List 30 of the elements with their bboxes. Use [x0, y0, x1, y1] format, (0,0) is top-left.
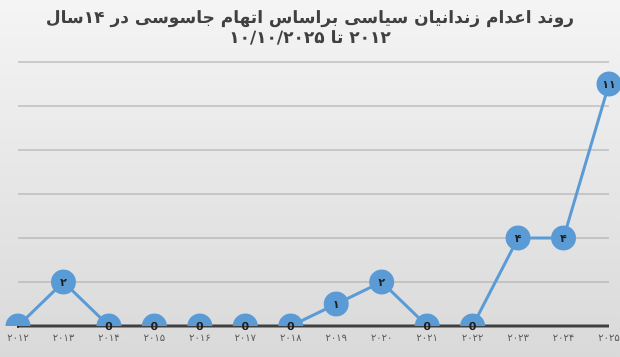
- data-label: 0: [286, 320, 295, 333]
- x-tick-label: ۲۰۱۴: [98, 333, 120, 344]
- x-tick-label: ۲۰۲۲: [462, 333, 484, 344]
- data-label: 0: [105, 320, 114, 333]
- x-tick-label: ۲۰۱۶: [189, 333, 211, 344]
- x-tick-label: ۲۰۲۰: [370, 333, 392, 344]
- x-tick-label: ۲۰۲۱: [416, 333, 438, 344]
- x-tick-label: ۲۰۱۳: [52, 333, 75, 344]
- data-label: 0: [468, 320, 477, 333]
- x-tick-label: ۲۰۲۵: [598, 333, 620, 344]
- data-label: ۱: [332, 298, 340, 311]
- data-label: ۴: [514, 232, 522, 245]
- x-tick-label: ۲۰۱۵: [144, 333, 166, 344]
- x-tick-label: ۲۰۱۲: [7, 333, 29, 344]
- data-label: ۲: [378, 276, 386, 289]
- x-tick-label: ۲۰۲۳: [507, 333, 530, 344]
- chart-title: روند اعدام زندانیان سیاسی براساس اتهام جاسوسی در ۱۴سال: [44, 8, 576, 28]
- data-label: ۱۱: [602, 78, 616, 91]
- data-label: ۲: [60, 276, 68, 289]
- data-label: 0: [241, 320, 250, 333]
- x-tick-label: ۲۰۱۷: [234, 333, 257, 344]
- data-label: 0: [150, 320, 159, 333]
- data-label: 0: [423, 320, 432, 333]
- x-tick-label: ۲۰۲۴: [552, 333, 574, 344]
- chart-subtitle: ۲۰۱۲ تا ۱۰/۱۰/۲۰۲۵: [228, 28, 392, 48]
- data-label: 0: [196, 320, 204, 333]
- x-tick-label: ۲۰۱۸: [280, 333, 302, 344]
- data-label: ۴: [560, 232, 568, 245]
- x-tick-label: ۲۰۱۹: [325, 333, 347, 344]
- data-label: ۰: [14, 320, 22, 333]
